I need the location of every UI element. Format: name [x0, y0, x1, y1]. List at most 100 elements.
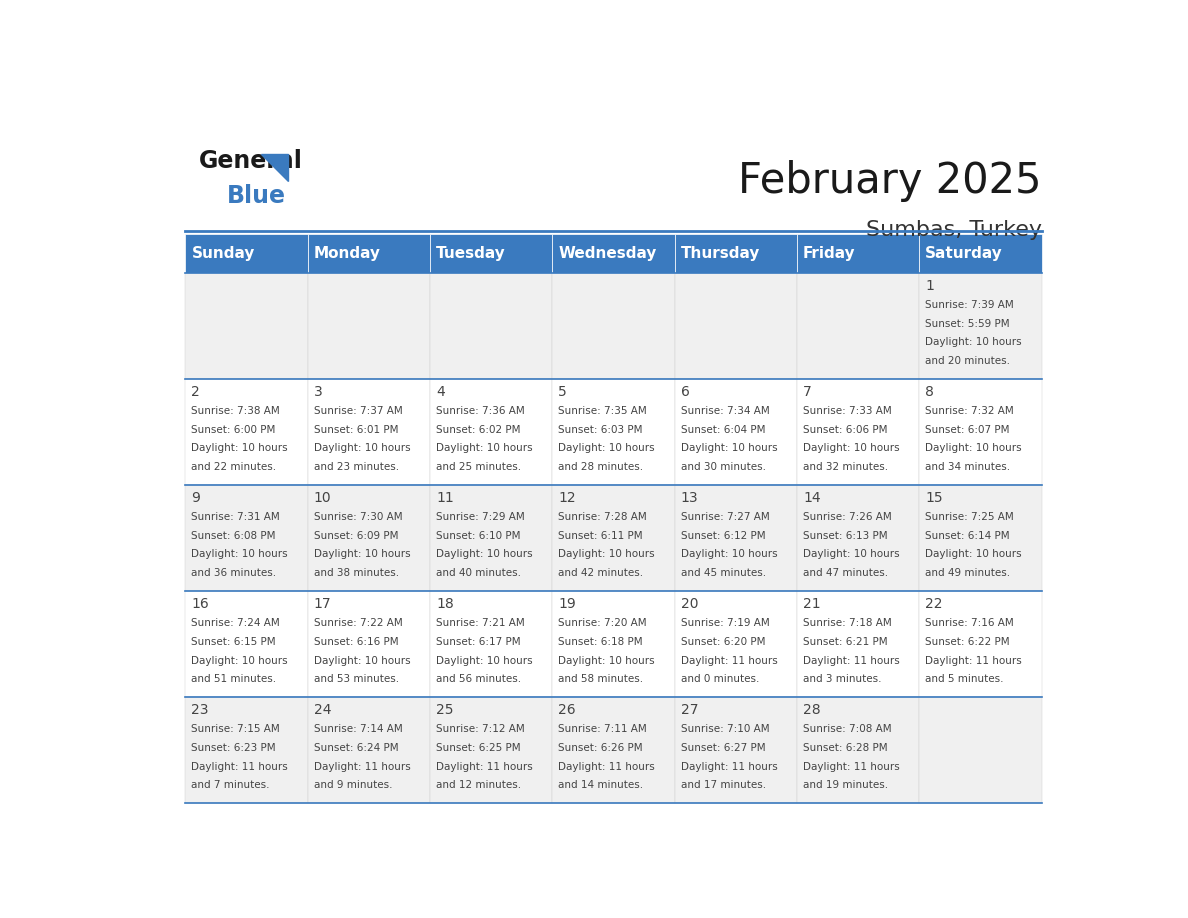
Text: 6: 6	[681, 386, 689, 399]
Text: Sunrise: 7:11 AM: Sunrise: 7:11 AM	[558, 724, 647, 734]
Text: and 17 minutes.: and 17 minutes.	[681, 780, 766, 790]
Bar	[675, 697, 797, 803]
Text: 20: 20	[681, 598, 699, 611]
Bar	[430, 591, 552, 697]
Bar	[675, 485, 797, 591]
Text: Daylight: 10 hours: Daylight: 10 hours	[803, 550, 899, 559]
Text: and 34 minutes.: and 34 minutes.	[925, 462, 1011, 472]
Text: 15: 15	[925, 491, 943, 505]
Text: Sunset: 6:04 PM: Sunset: 6:04 PM	[681, 425, 765, 435]
Text: and 20 minutes.: and 20 minutes.	[925, 356, 1010, 366]
Bar	[430, 697, 552, 803]
Text: Sunset: 6:06 PM: Sunset: 6:06 PM	[803, 425, 887, 435]
Text: General: General	[200, 149, 303, 173]
Bar	[430, 273, 552, 379]
Bar	[797, 234, 920, 273]
Text: Sunrise: 7:18 AM: Sunrise: 7:18 AM	[803, 619, 892, 629]
Text: and 3 minutes.: and 3 minutes.	[803, 674, 881, 684]
Bar	[185, 234, 308, 273]
Text: Sunrise: 7:29 AM: Sunrise: 7:29 AM	[436, 512, 525, 522]
Polygon shape	[261, 154, 289, 181]
Text: Blue: Blue	[227, 185, 286, 208]
Text: 11: 11	[436, 491, 454, 505]
Text: Sunset: 6:13 PM: Sunset: 6:13 PM	[803, 531, 887, 541]
Text: and 12 minutes.: and 12 minutes.	[436, 780, 522, 790]
Text: Sunset: 5:59 PM: Sunset: 5:59 PM	[925, 319, 1010, 329]
Text: Daylight: 11 hours: Daylight: 11 hours	[191, 762, 289, 771]
Text: and 42 minutes.: and 42 minutes.	[558, 568, 644, 578]
Text: Daylight: 10 hours: Daylight: 10 hours	[191, 655, 287, 666]
Text: and 38 minutes.: and 38 minutes.	[314, 568, 399, 578]
Bar	[308, 591, 430, 697]
Bar	[920, 485, 1042, 591]
Text: Sunrise: 7:20 AM: Sunrise: 7:20 AM	[558, 619, 647, 629]
Text: and 28 minutes.: and 28 minutes.	[558, 462, 644, 472]
Text: Sunrise: 7:34 AM: Sunrise: 7:34 AM	[681, 407, 770, 417]
Text: Daylight: 10 hours: Daylight: 10 hours	[191, 550, 287, 559]
Text: Sunrise: 7:25 AM: Sunrise: 7:25 AM	[925, 512, 1015, 522]
Text: 16: 16	[191, 598, 209, 611]
Text: Sunset: 6:02 PM: Sunset: 6:02 PM	[436, 425, 520, 435]
Text: Sunset: 6:20 PM: Sunset: 6:20 PM	[681, 637, 765, 647]
Text: Monday: Monday	[314, 246, 381, 261]
Text: 8: 8	[925, 386, 934, 399]
Text: Sunrise: 7:12 AM: Sunrise: 7:12 AM	[436, 724, 525, 734]
Text: Sunrise: 7:10 AM: Sunrise: 7:10 AM	[681, 724, 770, 734]
Text: Sunset: 6:24 PM: Sunset: 6:24 PM	[314, 743, 398, 753]
Bar	[308, 273, 430, 379]
Bar	[552, 273, 675, 379]
Bar	[185, 379, 308, 485]
Text: 23: 23	[191, 703, 209, 717]
Bar	[920, 697, 1042, 803]
Bar	[797, 485, 920, 591]
Text: and 14 minutes.: and 14 minutes.	[558, 780, 644, 790]
Bar	[920, 379, 1042, 485]
Bar	[797, 591, 920, 697]
Text: Wednesday: Wednesday	[558, 246, 657, 261]
Text: 9: 9	[191, 491, 201, 505]
Text: Sunset: 6:16 PM: Sunset: 6:16 PM	[314, 637, 398, 647]
Bar	[430, 234, 552, 273]
Text: Daylight: 10 hours: Daylight: 10 hours	[314, 655, 410, 666]
Text: Thursday: Thursday	[681, 246, 760, 261]
Text: 3: 3	[314, 386, 322, 399]
Text: 1: 1	[925, 279, 934, 293]
Text: 19: 19	[558, 598, 576, 611]
Text: Sunrise: 7:32 AM: Sunrise: 7:32 AM	[925, 407, 1015, 417]
Bar	[308, 379, 430, 485]
Text: Sunset: 6:01 PM: Sunset: 6:01 PM	[314, 425, 398, 435]
Text: February 2025: February 2025	[738, 160, 1042, 202]
Text: Daylight: 10 hours: Daylight: 10 hours	[925, 443, 1022, 453]
Text: Sunset: 6:11 PM: Sunset: 6:11 PM	[558, 531, 643, 541]
Bar	[552, 697, 675, 803]
Text: 4: 4	[436, 386, 444, 399]
Bar	[675, 379, 797, 485]
Text: Sunset: 6:25 PM: Sunset: 6:25 PM	[436, 743, 520, 753]
Text: 18: 18	[436, 598, 454, 611]
Bar	[308, 485, 430, 591]
Text: and 22 minutes.: and 22 minutes.	[191, 462, 277, 472]
Text: and 0 minutes.: and 0 minutes.	[681, 674, 759, 684]
Bar	[552, 379, 675, 485]
Bar	[185, 591, 308, 697]
Bar	[552, 591, 675, 697]
Text: 28: 28	[803, 703, 821, 717]
Text: Sunrise: 7:14 AM: Sunrise: 7:14 AM	[314, 724, 403, 734]
Text: and 32 minutes.: and 32 minutes.	[803, 462, 889, 472]
Text: Daylight: 10 hours: Daylight: 10 hours	[681, 443, 777, 453]
Text: Daylight: 11 hours: Daylight: 11 hours	[681, 655, 777, 666]
Bar	[797, 273, 920, 379]
Text: Sunrise: 7:39 AM: Sunrise: 7:39 AM	[925, 300, 1015, 310]
Bar	[308, 234, 430, 273]
Text: 13: 13	[681, 491, 699, 505]
Text: Sunrise: 7:21 AM: Sunrise: 7:21 AM	[436, 619, 525, 629]
Text: and 36 minutes.: and 36 minutes.	[191, 568, 277, 578]
Text: Sunset: 6:23 PM: Sunset: 6:23 PM	[191, 743, 276, 753]
Text: Sumbas, Turkey: Sumbas, Turkey	[866, 219, 1042, 240]
Bar	[430, 379, 552, 485]
Text: Sunset: 6:22 PM: Sunset: 6:22 PM	[925, 637, 1010, 647]
Text: Sunset: 6:07 PM: Sunset: 6:07 PM	[925, 425, 1010, 435]
Text: Daylight: 10 hours: Daylight: 10 hours	[681, 550, 777, 559]
Text: Daylight: 11 hours: Daylight: 11 hours	[925, 655, 1022, 666]
Text: Sunrise: 7:38 AM: Sunrise: 7:38 AM	[191, 407, 280, 417]
